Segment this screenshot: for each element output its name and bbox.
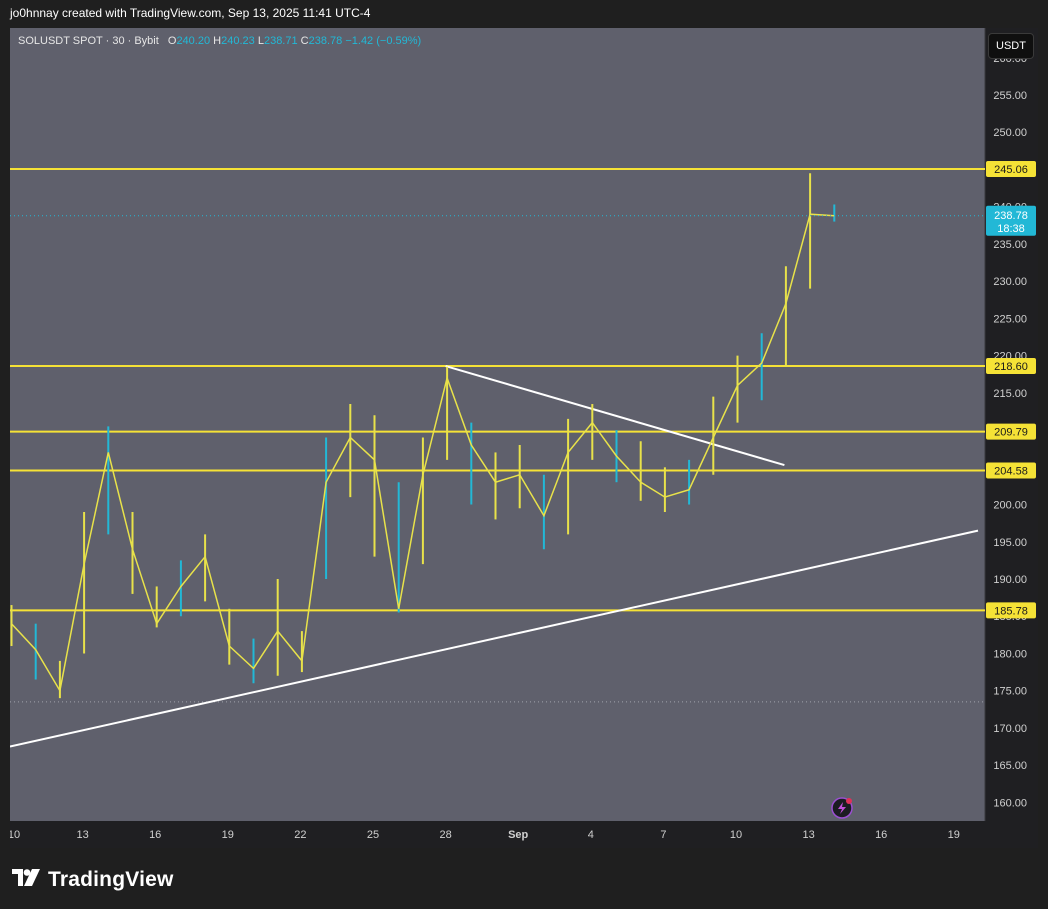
countdown-label: 18:38 [997, 223, 1025, 235]
x-tick-label: 13 [802, 829, 814, 841]
y-tick-label: 235.00 [993, 239, 1027, 251]
x-tick-label: 13 [76, 829, 88, 841]
y-tick-label: 230.00 [993, 276, 1027, 288]
x-tick-label: 4 [588, 829, 594, 841]
level-price-label: 204.58 [994, 465, 1028, 477]
rising-trendline[interactable] [10, 529, 979, 748]
y-tick-label: 195.00 [993, 537, 1027, 549]
price-chart[interactable]: 160.00165.00170.00175.00180.00185.00190.… [10, 28, 1038, 848]
x-tick-label: 16 [875, 829, 887, 841]
level-price-label: 185.78 [994, 605, 1028, 617]
high-value: 240.23 [221, 35, 255, 47]
level-price-label: 218.60 [994, 361, 1028, 373]
symbol-name: SOLUSDT SPOT · 30 · Bybit [18, 35, 159, 47]
level-price-tag [986, 161, 1036, 178]
descending-trendline[interactable] [445, 365, 785, 467]
level-price-tag [986, 358, 1036, 375]
level-price-tag [986, 423, 1036, 440]
y-tick-label: 170.00 [993, 723, 1027, 735]
y-tick-label: 160.00 [993, 797, 1027, 809]
plot-background [10, 28, 985, 821]
chart-area[interactable]: 160.00165.00170.00175.00180.00185.00190.… [10, 28, 1038, 848]
y-tick-label: 225.00 [993, 313, 1027, 325]
x-tick-label: 22 [294, 829, 306, 841]
currency-button[interactable]: USDT [988, 33, 1034, 59]
x-tick-label: 28 [439, 829, 451, 841]
close-label: C [300, 35, 309, 47]
x-tick-label: 19 [222, 829, 234, 841]
low-label: L [257, 35, 264, 47]
level-price-tag [986, 602, 1036, 619]
y-tick-label: 190.00 [993, 574, 1027, 586]
x-tick-label: 19 [948, 829, 960, 841]
tradingview-logo-icon [12, 868, 40, 892]
change-value: −1.42 (−0.59%) [345, 35, 422, 47]
level-price-tag [986, 462, 1036, 479]
tradingview-brand[interactable]: TradingView [12, 868, 174, 892]
y-tick-label: 255.00 [993, 90, 1027, 102]
notification-dot [846, 798, 852, 804]
y-tick-label: 215.00 [993, 388, 1027, 400]
x-tick-label: 25 [367, 829, 379, 841]
bolt-glyph [838, 802, 846, 814]
open-label: O [167, 35, 177, 47]
current-price-tag [986, 205, 1036, 236]
x-tick-label: 10 [730, 829, 742, 841]
y-tick-label: 165.00 [993, 760, 1027, 772]
current-price-label: 238.78 [994, 210, 1028, 222]
level-price-label: 245.06 [994, 164, 1028, 176]
brand-name: TradingView [48, 868, 174, 891]
close-value: 238.78 [308, 35, 343, 47]
high-label: H [213, 35, 222, 47]
x-tick-label: 16 [149, 829, 161, 841]
chart-caption: jo0hnnay created with TradingView.com, S… [10, 6, 371, 20]
open-value: 240.20 [176, 35, 211, 47]
x-tick-label: 7 [660, 829, 666, 841]
x-tick-label: Sep [508, 829, 528, 841]
time-axis-background [10, 821, 1038, 848]
y-tick-label: 180.00 [993, 648, 1027, 660]
price-line[interactable] [10, 213, 835, 693]
low-value: 238.71 [263, 35, 298, 47]
level-price-label: 209.79 [994, 427, 1028, 439]
y-tick-label: 175.00 [993, 686, 1027, 698]
x-tick-label: 10 [10, 829, 20, 841]
y-tick-label: 250.00 [993, 127, 1027, 139]
symbol-legend: SOLUSDT SPOT · 30 · Bybit O240.20 H240.2… [18, 35, 421, 47]
y-tick-label: 200.00 [993, 500, 1027, 512]
